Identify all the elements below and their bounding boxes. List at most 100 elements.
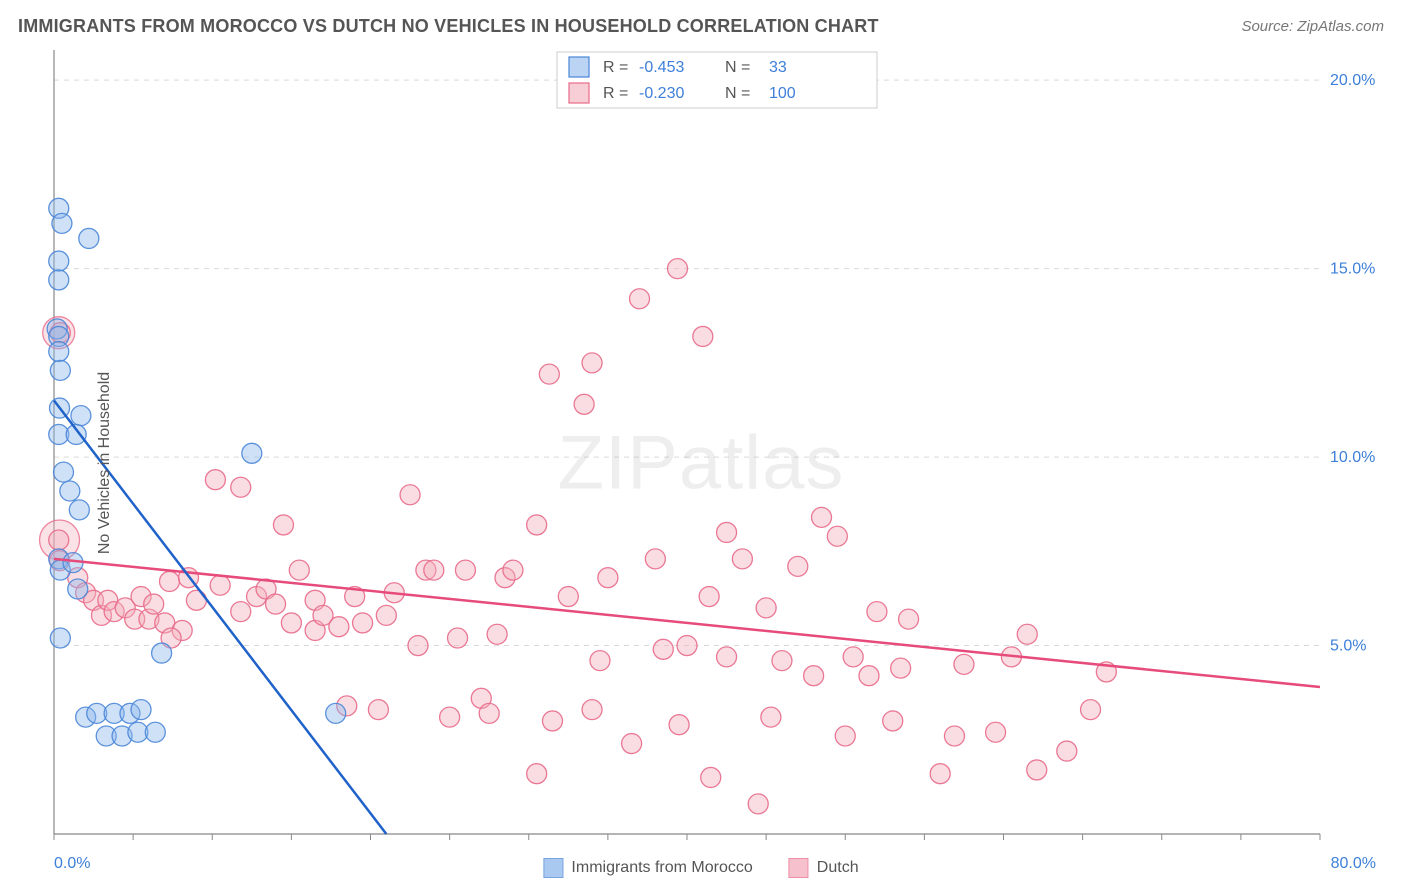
legend-swatch xyxy=(789,858,809,878)
morocco-point xyxy=(131,700,151,720)
dutch-point xyxy=(273,515,293,535)
dutch-point xyxy=(827,526,847,546)
morocco-point xyxy=(52,213,72,233)
dutch-point xyxy=(289,560,309,580)
dutch-point xyxy=(186,590,206,610)
dutch-point xyxy=(677,636,697,656)
dutch-point xyxy=(49,530,69,550)
dutch-point xyxy=(574,394,594,414)
morocco-point xyxy=(49,251,69,271)
legend-n-label: N = xyxy=(725,85,750,102)
dutch-point xyxy=(701,767,721,787)
bottom-legend-item: Immigrants from Morocco xyxy=(543,858,752,878)
dutch-point xyxy=(231,602,251,622)
dutch-point xyxy=(930,764,950,784)
legend-swatch xyxy=(569,83,589,103)
dutch-point xyxy=(748,794,768,814)
legend-n-value: 33 xyxy=(769,59,787,76)
legend-r-value: -0.453 xyxy=(639,59,684,76)
dutch-point xyxy=(448,628,468,648)
legend-swatch xyxy=(569,57,589,77)
morocco-point xyxy=(69,500,89,520)
dutch-trendline xyxy=(54,559,1320,687)
dutch-point xyxy=(144,594,164,614)
legend-n-label: N = xyxy=(725,59,750,76)
dutch-point xyxy=(281,613,301,633)
morocco-point xyxy=(49,270,69,290)
y-tick-label: 15.0% xyxy=(1330,261,1375,278)
dutch-point xyxy=(353,613,373,633)
dutch-point xyxy=(542,711,562,731)
dutch-point xyxy=(440,707,460,727)
y-tick-label: 10.0% xyxy=(1330,449,1375,466)
dutch-point xyxy=(645,549,665,569)
dutch-point xyxy=(400,485,420,505)
morocco-point xyxy=(50,360,70,380)
dutch-point xyxy=(891,658,911,678)
dutch-point xyxy=(772,651,792,671)
y-tick-label: 5.0% xyxy=(1330,638,1366,655)
morocco-point xyxy=(68,579,88,599)
morocco-point xyxy=(60,481,80,501)
chart-title: IMMIGRANTS FROM MOROCCO VS DUTCH NO VEHI… xyxy=(18,16,879,37)
dutch-point xyxy=(843,647,863,667)
dutch-point xyxy=(160,571,180,591)
y-tick-label: 20.0% xyxy=(1330,72,1375,89)
dutch-point xyxy=(954,654,974,674)
legend-r-label: R = xyxy=(603,85,628,102)
dutch-point xyxy=(756,598,776,618)
dutch-point xyxy=(376,605,396,625)
morocco-point xyxy=(79,228,99,248)
dutch-point xyxy=(487,624,507,644)
legend-label: Dutch xyxy=(817,859,859,876)
morocco-point xyxy=(152,643,172,663)
dutch-point xyxy=(812,507,832,527)
bottom-legend-item: Dutch xyxy=(789,858,859,878)
dutch-point xyxy=(424,560,444,580)
dutch-point xyxy=(368,700,388,720)
morocco-point xyxy=(145,722,165,742)
dutch-point xyxy=(539,364,559,384)
bottom-legend: Immigrants from Morocco Dutch xyxy=(543,858,858,878)
dutch-point xyxy=(558,587,578,607)
morocco-point xyxy=(242,443,262,463)
morocco-point xyxy=(49,342,69,362)
dutch-point xyxy=(205,470,225,490)
dutch-point xyxy=(761,707,781,727)
dutch-point xyxy=(883,711,903,731)
dutch-point xyxy=(804,666,824,686)
dutch-point xyxy=(527,515,547,535)
dutch-point xyxy=(788,556,808,576)
dutch-point xyxy=(266,594,286,614)
dutch-point xyxy=(329,617,349,637)
dutch-point xyxy=(669,715,689,735)
x-tick-label: 80.0% xyxy=(1331,855,1376,872)
dutch-point xyxy=(622,734,642,754)
dutch-point xyxy=(582,353,602,373)
source-label: Source: ZipAtlas.com xyxy=(1241,18,1384,35)
dutch-point xyxy=(1027,760,1047,780)
dutch-point xyxy=(408,636,428,656)
dutch-point xyxy=(503,560,523,580)
dutch-point xyxy=(582,700,602,720)
x-tick-label: 0.0% xyxy=(54,855,90,872)
dutch-point xyxy=(231,477,251,497)
morocco-point xyxy=(53,462,73,482)
dutch-point xyxy=(479,703,499,723)
dutch-point xyxy=(732,549,752,569)
dutch-point xyxy=(668,259,688,279)
morocco-point xyxy=(326,703,346,723)
dutch-point xyxy=(1057,741,1077,761)
legend-r-value: -0.230 xyxy=(639,85,684,102)
dutch-point xyxy=(944,726,964,746)
dutch-point xyxy=(653,639,673,659)
dutch-point xyxy=(693,326,713,346)
dutch-point xyxy=(210,575,230,595)
dutch-point xyxy=(630,289,650,309)
dutch-point xyxy=(699,587,719,607)
dutch-point xyxy=(859,666,879,686)
morocco-point xyxy=(71,406,91,426)
dutch-point xyxy=(986,722,1006,742)
dutch-point xyxy=(590,651,610,671)
dutch-point xyxy=(598,568,618,588)
